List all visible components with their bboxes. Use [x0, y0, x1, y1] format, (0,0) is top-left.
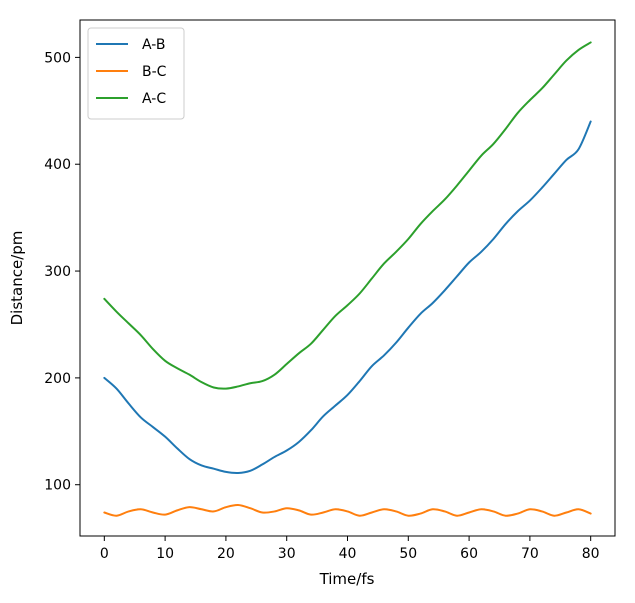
y-axis-label: Distance/pm [8, 231, 26, 326]
legend-box [87, 27, 185, 120]
y-tick-label: 300 [44, 264, 71, 280]
x-tick-label: 10 [156, 546, 174, 562]
x-tick-label: 70 [521, 546, 539, 562]
plot-area [103, 41, 592, 517]
x-axis-label: Time/fs [319, 570, 375, 588]
legend: A-B B-C A-C [87, 27, 185, 120]
series-line-a-c [103, 41, 592, 390]
x-tick-label: 30 [278, 546, 296, 562]
x-tick-label: 20 [217, 546, 235, 562]
y-tick-label: 400 [44, 157, 71, 173]
y-tick-label: 200 [44, 371, 71, 387]
legend-label-a-b: A-B [142, 37, 165, 53]
x-tick-label: 0 [100, 546, 109, 562]
y-tick-label: 500 [44, 50, 71, 66]
y-tick-label: 100 [44, 478, 71, 494]
legend-label-a-c: A-C [142, 91, 166, 107]
axes: 0 10 20 30 40 50 60 70 80 100 200 300 400 500 [44, 19, 616, 562]
x-tick-label: 50 [399, 546, 417, 562]
x-tick-label: 80 [582, 546, 600, 562]
series-line-a-b [103, 120, 592, 475]
x-tick-label: 40 [339, 546, 357, 562]
legend-label-b-c: B-C [142, 64, 167, 80]
series-line-b-c [103, 504, 592, 517]
x-tick-label: 60 [460, 546, 478, 562]
